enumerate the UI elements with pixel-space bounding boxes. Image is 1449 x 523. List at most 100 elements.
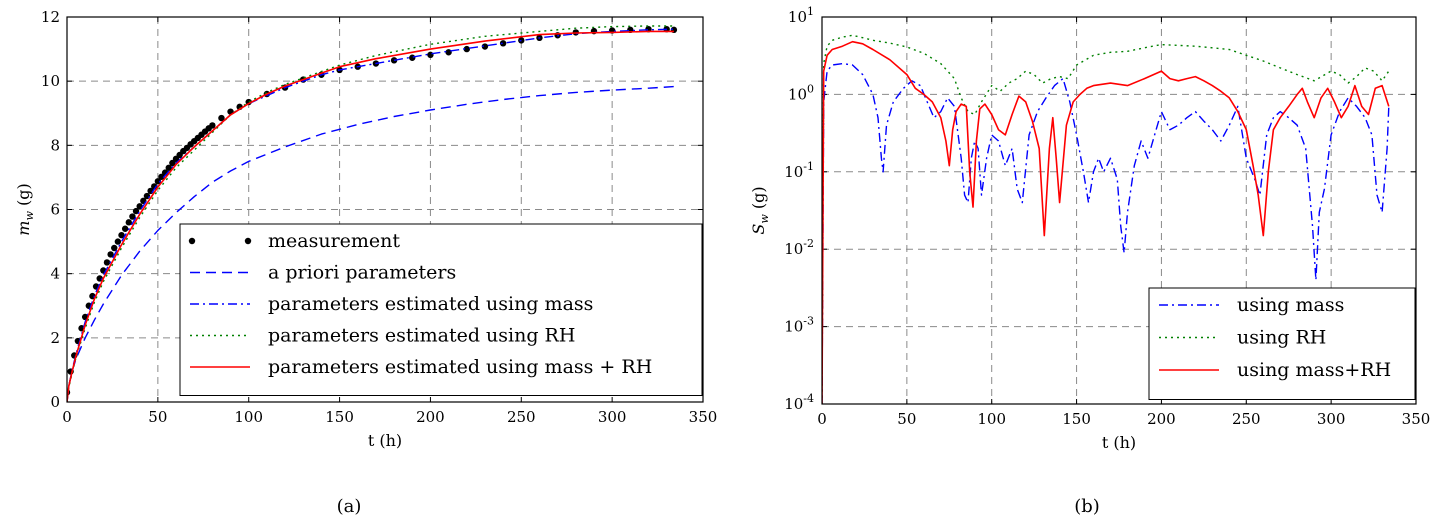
data-point (481, 43, 489, 50)
series-using-rh-line (822, 34, 1390, 404)
x-tick-label: 150 (325, 408, 354, 426)
x-tick-label: 0 (817, 410, 827, 428)
legend-marker (188, 237, 196, 245)
legend-label: using mass+RH (1237, 359, 1391, 381)
data-point (463, 45, 470, 53)
series-parameters-estimated-using-mass-rh-line (67, 30, 674, 402)
data-point (132, 207, 140, 215)
data-point (427, 51, 434, 59)
plot-frame (66, 16, 704, 403)
chart-panel-a: 0 50 100 150 200 250 300 350 0 2 4 6 8 10 12 t (h) mw (g… (14, 8, 717, 517)
y-label-symbol: m (14, 221, 33, 236)
legend-item: using mass (1159, 294, 1344, 316)
y-tick-label: 10-3 (784, 315, 814, 336)
x-tick-label: 300 (598, 408, 627, 426)
y-tick-label: 2 (50, 329, 60, 347)
y-tick-base: 10 (784, 318, 803, 336)
data-point (107, 251, 114, 258)
data-point (114, 238, 122, 245)
data-point (121, 225, 129, 232)
y-tick-base: 10 (784, 240, 803, 258)
y-tick-exponent: 1 (807, 5, 814, 18)
y-tick-base: 10 (784, 395, 803, 413)
legend-item: parameters estimated using mass (190, 293, 593, 315)
x-tick-label: 100 (234, 408, 263, 426)
legend-label: a priori parameters (268, 262, 456, 284)
data-point (118, 231, 125, 239)
y-tick-exponent: -3 (803, 315, 814, 328)
x-tick-label: 200 (1147, 410, 1176, 428)
y-tick-exponent: 0 (807, 82, 814, 95)
y-tick-label: 10 (41, 72, 60, 90)
x-tick-label: 250 (1232, 410, 1261, 428)
legend-label: parameters estimated using mass (268, 293, 593, 315)
x-tick-label: 100 (977, 410, 1006, 428)
x-tick-label: 350 (689, 408, 718, 426)
data-point (154, 178, 162, 185)
x-axis-label: t (h) (368, 431, 402, 450)
y-tick-exponent: -4 (803, 392, 814, 405)
panel-caption: (b) (1074, 496, 1100, 517)
legend-label: using RH (1237, 327, 1326, 349)
y-tick-label: 100 (788, 82, 814, 103)
x-tick-label: 200 (416, 408, 445, 426)
series-using-mass-rh-line (822, 40, 1390, 404)
y-tick-label: 101 (788, 5, 814, 26)
legend-item: parameters estimated using RH (190, 325, 575, 347)
legend-item: measurement (188, 230, 400, 252)
series-a-priori-parameters-line (67, 85, 674, 402)
y-tick-label: 6 (50, 201, 60, 219)
legend-item: a priori parameters (190, 262, 456, 284)
y-tick-base: 10 (788, 85, 807, 103)
x-tick-label: 0 (62, 408, 72, 426)
data-point (165, 164, 172, 171)
data-point (169, 159, 176, 167)
data-point (158, 173, 165, 180)
y-tick-exponent: -2 (803, 237, 814, 250)
legend-item: parameters estimated using mass + RH (190, 356, 652, 378)
y-tick-label: 10-1 (784, 160, 814, 181)
legend-label: measurement (268, 230, 400, 252)
y-tick-label: 12 (41, 8, 60, 26)
y-tick-label: 10-4 (784, 392, 814, 413)
data-point (499, 40, 507, 47)
y-axis-label: Sw (g) (749, 186, 771, 234)
x-tick-label: 50 (897, 410, 916, 428)
data-point (103, 259, 111, 266)
y-tick-label: 8 (50, 136, 60, 154)
panel-caption: (a) (337, 496, 362, 517)
y-tick-label: 0 (50, 393, 60, 411)
data-point (209, 122, 216, 129)
y-tick-exponent: -1 (803, 160, 814, 173)
series-using-mass-line (822, 62, 1390, 404)
data-point (409, 54, 416, 61)
y-tick-base: 10 (784, 163, 803, 181)
chart-panel-b: 0 50 100 150 200 250 300 35010-410-310-210-1100… (749, 5, 1430, 517)
data-point (218, 114, 225, 122)
data-point (445, 49, 452, 56)
data-point (129, 213, 136, 220)
x-tick-label: 150 (1062, 410, 1091, 428)
y-tick-label: 10-2 (784, 237, 814, 258)
x-tick-label: 300 (1317, 410, 1346, 428)
x-tick-label: 50 (148, 408, 167, 426)
series-group (67, 25, 678, 402)
series-group (822, 34, 1390, 404)
legend-item: using mass+RH (1159, 359, 1391, 381)
legend: measurement a priori parameters parameters… (179, 223, 703, 396)
data-point (125, 219, 132, 226)
y-label-symbol: S (749, 224, 768, 235)
legend-box (1148, 287, 1416, 400)
data-point (111, 244, 118, 252)
legend-item: using RH (1159, 327, 1326, 349)
y-label-subscript: w (758, 214, 771, 224)
legend-label: parameters estimated using RH (268, 325, 575, 347)
y-tick-label: 4 (50, 265, 60, 283)
legend-label: parameters estimated using mass + RH (268, 356, 652, 378)
legend: using mass using RH using mass+RH (1148, 287, 1416, 400)
y-label-unit: (g) (14, 183, 33, 211)
x-tick-label: 250 (507, 408, 536, 426)
x-axis-label: t (h) (1102, 433, 1136, 452)
y-label-unit: (g) (749, 186, 768, 214)
